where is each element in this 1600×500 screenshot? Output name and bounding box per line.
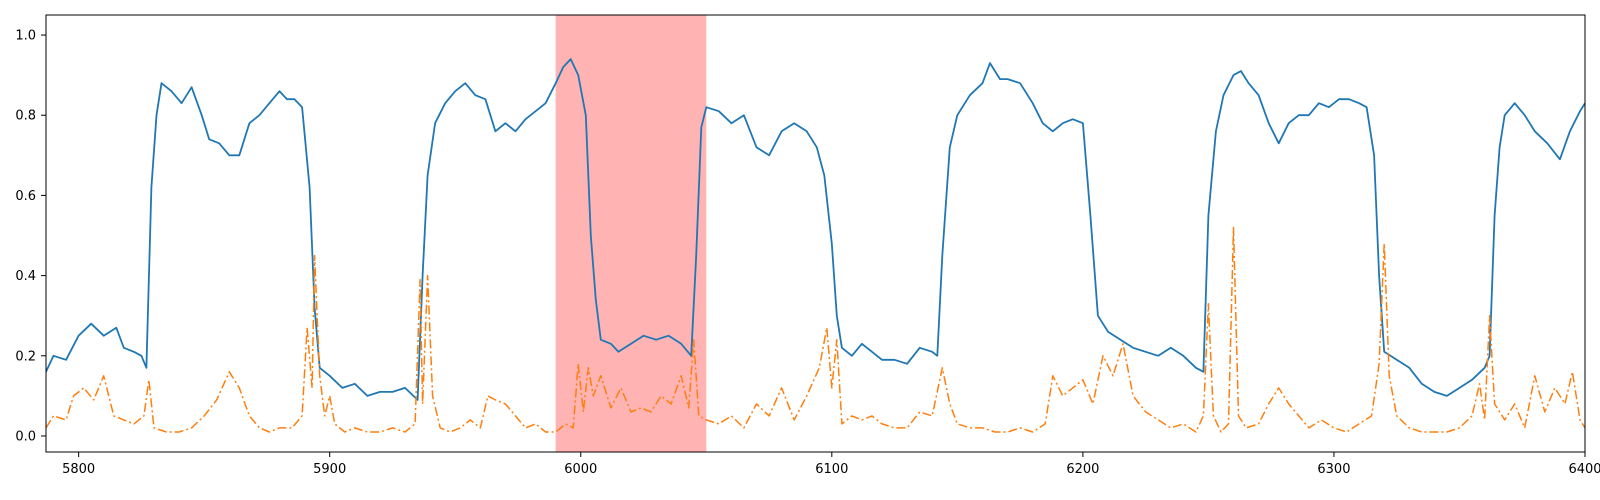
x-tick-label: 5900 [313,462,346,477]
x-tick-label: 6200 [1066,462,1099,477]
y-tick-label: 0.2 [15,349,36,364]
x-tick-label: 5800 [62,462,95,477]
y-tick-label: 0.8 [15,109,36,124]
x-tick-label: 6100 [815,462,848,477]
x-axis-ticks: 5800 5900 6000 6100 6200 6300 6400 [62,452,1600,477]
y-axis-ticks: 0.0 0.2 0.4 0.6 0.8 1.0 [15,29,46,444]
y-tick-label: 0.4 [15,269,36,284]
y-tick-label: 0.6 [15,189,36,204]
series-dashdot-line [46,226,1585,433]
x-tick-label: 6300 [1317,462,1350,477]
x-tick-label: 6000 [564,462,597,477]
x-tick-label: 6400 [1568,462,1600,477]
series-solid-line [46,58,1585,401]
series-layer [46,58,1585,433]
y-tick-label: 1.0 [15,29,36,44]
y-tick-label: 0.0 [15,429,36,444]
axes-frame [45,14,1586,453]
